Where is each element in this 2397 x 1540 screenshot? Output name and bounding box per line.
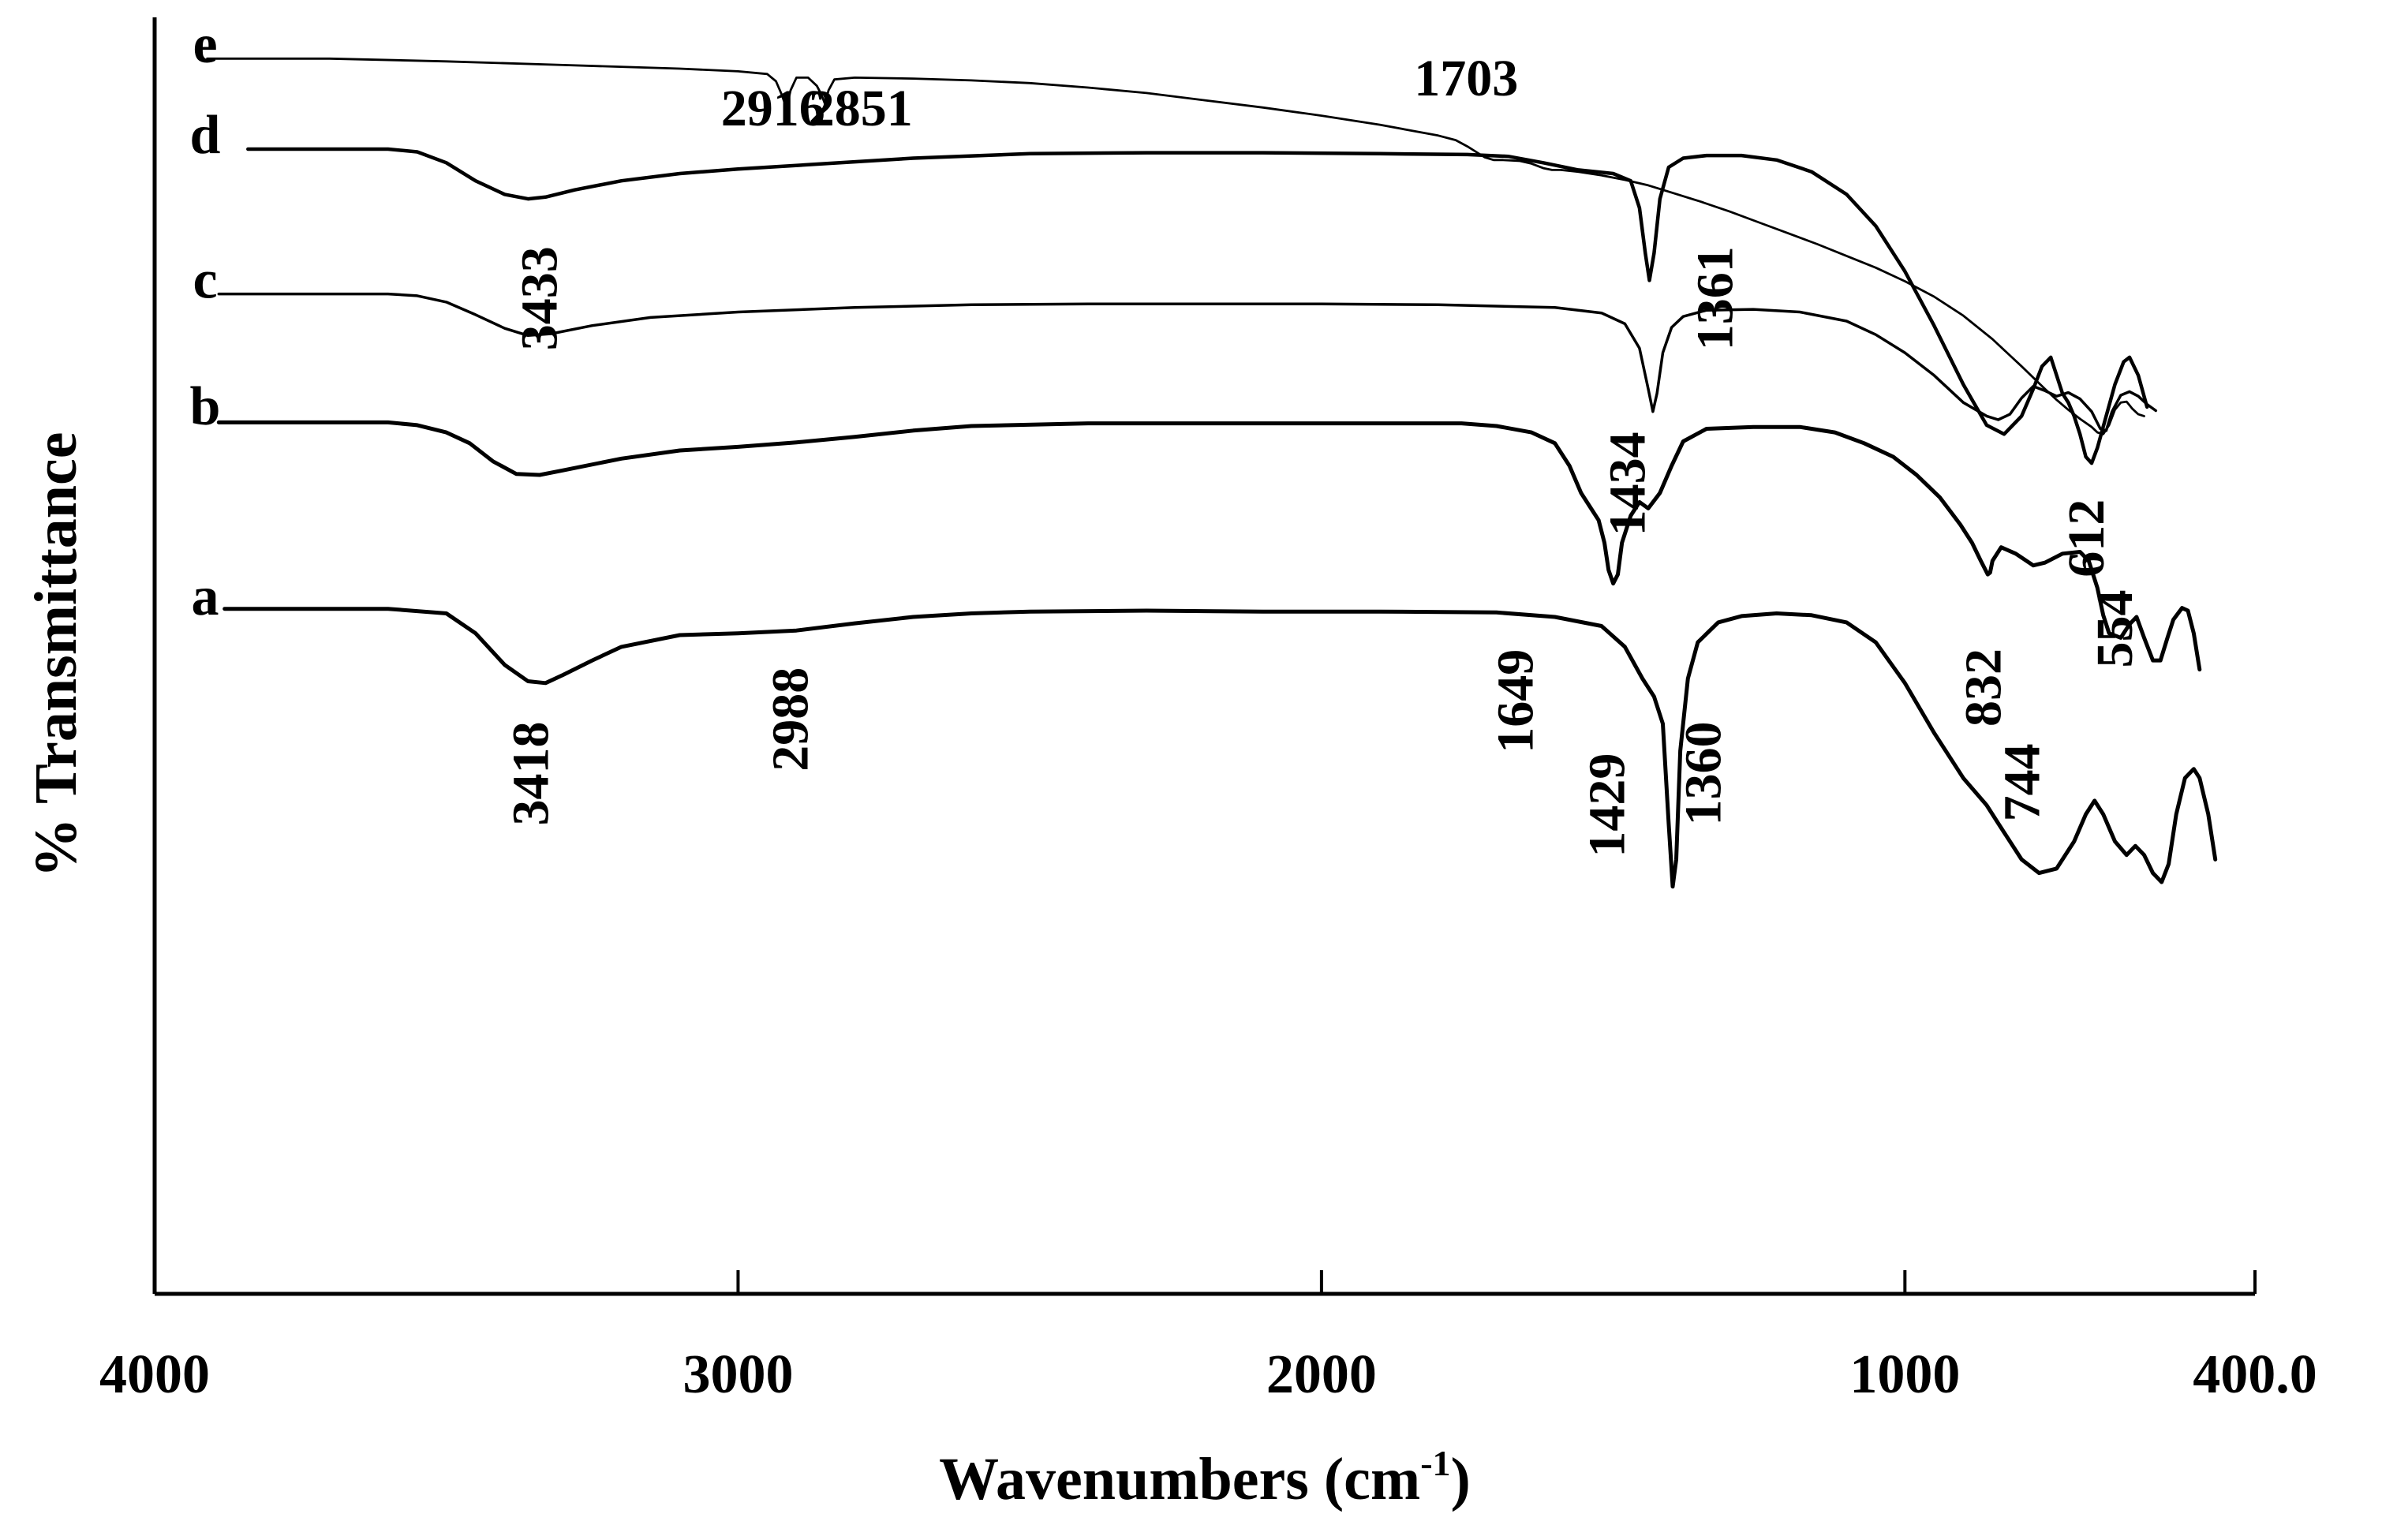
x-tick-label-4000: 4000 [99, 1344, 210, 1405]
series-label-e: e [193, 14, 217, 75]
y-axis-title: % Transmittance [23, 432, 89, 877]
series-labels: a b c de [190, 14, 221, 627]
series-label-c: c [193, 249, 217, 310]
series-label-a: a [192, 566, 219, 627]
x-ticks: 4000 3000 2000 1000 400.0 [99, 1270, 2317, 1405]
peak-label-1429: 1429 [1579, 753, 1636, 858]
peak-label-2851: 2851 [809, 80, 913, 137]
peak-label-1361: 1361 [1687, 246, 1744, 350]
axes [152, 17, 2255, 1296]
spectrum-line-d [246, 147, 2149, 465]
x-axis-title: Wavenumbers (cm-1) [939, 1443, 1471, 1512]
spectrum-line-a [222, 607, 2218, 889]
series-label-d: d [190, 105, 221, 166]
spectra [206, 57, 2218, 889]
peak-label-832: 832 [1955, 649, 2013, 727]
x-tick-label-400.0: 400.0 [2193, 1344, 2317, 1405]
spectrum-line-b [216, 420, 2202, 672]
x-tick-label-3000: 3000 [682, 1344, 793, 1405]
peak-label-1434: 1434 [1599, 432, 1657, 536]
peak-label-3418: 3418 [502, 722, 559, 826]
peak-label-1649: 1649 [1487, 649, 1545, 753]
peak-label-2988: 2988 [762, 667, 820, 772]
spectrum-line-c [217, 292, 2158, 432]
x-tick-label-1000: 1000 [1849, 1344, 1960, 1405]
peak-label-1703: 1703 [1414, 50, 1518, 107]
peak-label-612: 612 [2058, 499, 2115, 578]
x-axis-title-sup: -1 [1420, 1443, 1450, 1483]
peak-label-744: 744 [1994, 743, 2051, 821]
peak-label-2916: 2916 [721, 80, 825, 137]
x-tick-label-2000: 2000 [1266, 1344, 1377, 1405]
peak-label-1360: 1360 [1675, 722, 1733, 826]
spectrum-line-e [206, 57, 2145, 435]
peak-label-554: 554 [2086, 590, 2144, 668]
x-axis-title-main: Wavenumbers (cm [939, 1446, 1420, 1512]
x-axis-title-close: ) [1451, 1446, 1471, 1512]
series-label-b: b [190, 376, 221, 437]
peak-label-3433: 3433 [511, 246, 569, 350]
